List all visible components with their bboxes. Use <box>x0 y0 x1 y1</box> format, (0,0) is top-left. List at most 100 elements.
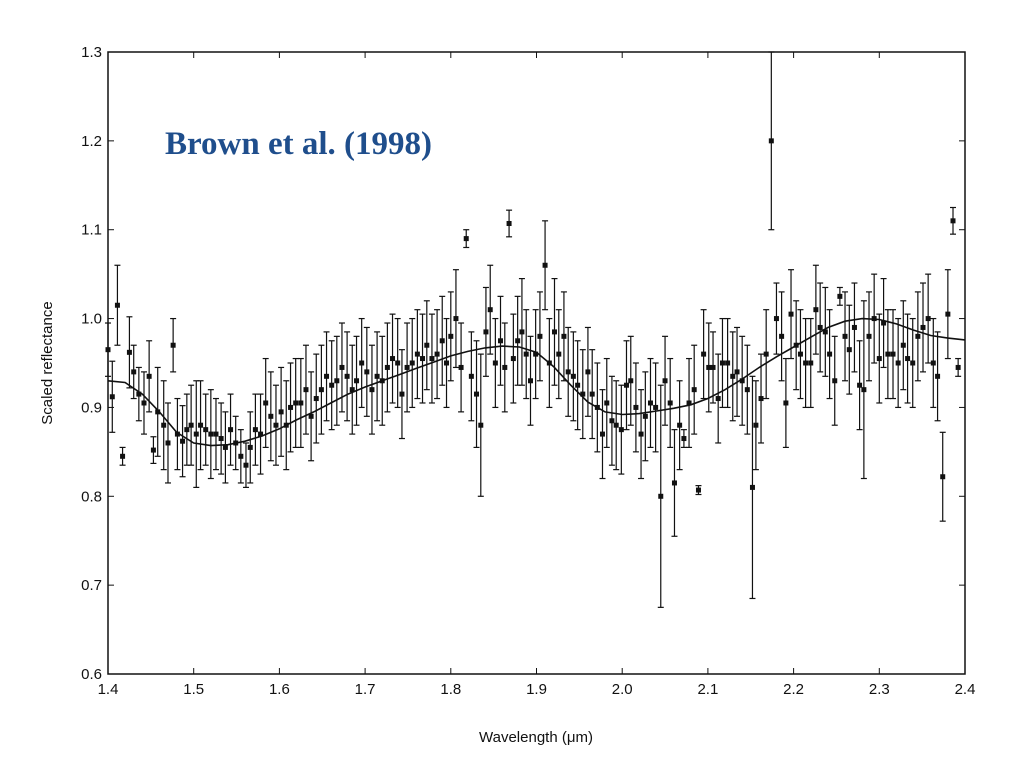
data-point <box>885 351 891 357</box>
data-point <box>677 422 683 428</box>
data-point <box>813 307 819 313</box>
data-point <box>523 351 529 357</box>
data-point <box>945 311 951 317</box>
data-point <box>749 484 755 490</box>
data-point <box>575 382 581 388</box>
data-point <box>349 387 355 393</box>
data-point <box>359 360 365 366</box>
data-point <box>734 369 740 375</box>
data-point <box>846 347 852 353</box>
x-tick-label: 1.6 <box>269 681 290 698</box>
data-point <box>556 351 562 357</box>
data-point <box>506 220 512 226</box>
data-point <box>474 391 480 397</box>
y-tick-label: 0.6 <box>81 666 102 683</box>
data-point <box>642 413 648 419</box>
data-point <box>399 391 405 397</box>
data-point <box>429 356 435 362</box>
data-point <box>105 347 111 353</box>
data-point <box>768 138 774 144</box>
data-point <box>243 462 249 468</box>
data-point <box>354 378 360 384</box>
x-tick-label: 2.3 <box>869 681 890 698</box>
data-point <box>788 311 794 317</box>
data-point <box>857 382 863 388</box>
data-point <box>155 409 161 415</box>
data-point <box>114 302 120 308</box>
data-point <box>633 404 639 410</box>
data-point <box>715 396 721 402</box>
data-point <box>744 387 750 393</box>
data-point <box>492 360 498 366</box>
data-point <box>681 436 687 442</box>
data-point <box>920 324 926 330</box>
data-point <box>165 440 171 446</box>
data-point <box>604 400 610 406</box>
plot-annotation: Brown et al. (1998) <box>165 126 432 162</box>
data-point <box>881 320 887 326</box>
data-point <box>120 453 126 459</box>
data-point <box>439 338 445 344</box>
data-point <box>837 293 843 299</box>
data-point <box>719 360 725 366</box>
data-point <box>339 364 345 370</box>
data-point <box>580 391 586 397</box>
data-point <box>434 351 440 357</box>
data-point <box>420 356 426 362</box>
data-point <box>528 378 534 384</box>
data-point <box>851 324 857 330</box>
data-point <box>247 444 253 450</box>
data-point <box>876 356 882 362</box>
data-point <box>653 404 659 410</box>
y-tick-label: 0.7 <box>81 577 102 594</box>
data-point <box>599 431 605 437</box>
data-point <box>822 329 828 335</box>
data-point <box>628 378 634 384</box>
data-point <box>184 427 190 433</box>
model-fit-line <box>107 317 966 447</box>
data-point <box>258 431 264 437</box>
tick-marks <box>107 51 966 675</box>
data-point <box>136 391 142 397</box>
data-point <box>900 342 906 348</box>
data-point <box>126 349 132 355</box>
data-point <box>498 338 504 344</box>
data-point <box>618 427 624 433</box>
data-point <box>905 356 911 362</box>
x-tick-label: 2.2 <box>783 681 804 698</box>
data-point <box>623 382 629 388</box>
data-point <box>313 396 319 402</box>
y-tick-label: 0.9 <box>81 399 102 416</box>
data-point <box>537 333 543 339</box>
data-point <box>141 400 147 406</box>
data-point <box>950 218 956 224</box>
data-point <box>658 493 664 499</box>
data-point <box>161 422 167 428</box>
data-point <box>263 400 269 406</box>
data-point <box>701 351 707 357</box>
data-point <box>390 356 396 362</box>
data-point <box>468 373 474 379</box>
data-point <box>730 373 736 379</box>
y-tick-label: 1.3 <box>81 44 102 61</box>
data-point <box>866 333 872 339</box>
data-point <box>424 342 430 348</box>
data-point <box>542 262 548 268</box>
data-point <box>783 400 789 406</box>
data-point <box>180 438 186 444</box>
data-point <box>364 369 370 375</box>
data-point <box>797 351 803 357</box>
data-point <box>329 382 335 388</box>
data-point <box>925 316 931 322</box>
data-point <box>208 431 214 437</box>
data-point <box>384 364 390 370</box>
data-point <box>203 427 209 433</box>
data-point <box>463 236 469 242</box>
x-tick-label: 1.8 <box>440 681 461 698</box>
x-tick-label: 1.4 <box>98 681 119 698</box>
data-point <box>613 422 619 428</box>
data-point <box>228 427 234 433</box>
data-point <box>252 427 258 433</box>
data-point <box>915 333 921 339</box>
